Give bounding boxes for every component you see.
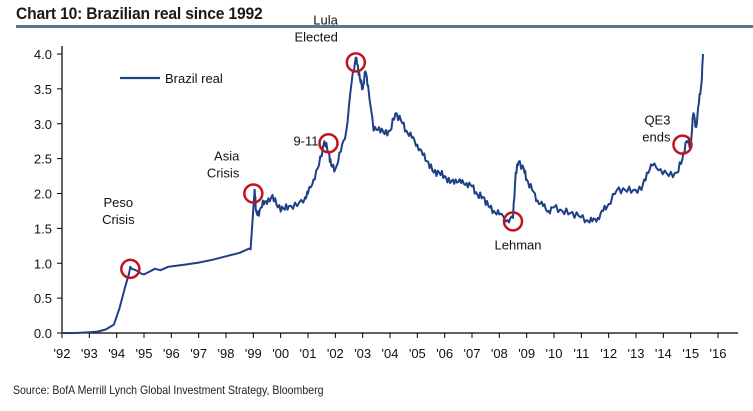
series-line-brazil-real	[62, 53, 704, 334]
y-tick-label: 0.0	[34, 326, 52, 341]
x-tick-label: '13	[628, 346, 645, 361]
x-tick-label: '11	[573, 346, 589, 361]
annotation-label: Lehman	[495, 237, 542, 252]
y-tick-label: 3.0	[34, 117, 52, 132]
x-tick-label: '94	[108, 346, 125, 361]
annotation-label: Elected	[294, 29, 337, 44]
y-tick-label: 3.5	[34, 82, 52, 97]
annotation-label: QE3	[644, 113, 670, 128]
annotation-label: Lula	[313, 12, 338, 27]
x-tick-label: '06	[436, 346, 453, 361]
y-tick-label: 1.5	[34, 221, 52, 236]
y-tick-label: 4.0	[34, 47, 52, 62]
annotation-label: Peso	[104, 195, 134, 210]
x-tick-label: '93	[81, 346, 98, 361]
x-tick-label: '05	[409, 346, 426, 361]
axes: 0.0 0.5 1.0 1.5 2.0 2.5 3.0 3.5 4.0 '92 '93 '94 '95 '…	[34, 46, 738, 361]
x-tick-label: '03	[354, 346, 371, 361]
annotation-circle	[502, 211, 524, 232]
annotation-label: ends	[642, 130, 671, 145]
x-tick-label: '08	[491, 346, 508, 361]
x-tick-label: '10	[546, 346, 563, 361]
legend: Brazil real	[120, 71, 223, 86]
source-note: Source: BofA Merrill Lynch Global Invest…	[13, 383, 324, 397]
annotations-layer: Peso Crisis Asia Crisis 9-11 Lula Elected Lehma…	[102, 12, 693, 280]
x-tick-label: '04	[382, 346, 399, 361]
x-tick-label: '14	[655, 346, 672, 361]
x-tick-label: '95	[136, 346, 153, 361]
annotation-circle	[345, 52, 367, 73]
y-tick-label: 1.0	[34, 256, 52, 271]
annotation-circle	[672, 134, 693, 155]
legend-label: Brazil real	[165, 71, 223, 86]
annotation-label: Asia	[214, 149, 240, 164]
annotation-label: Crisis	[207, 166, 240, 181]
x-tick-label: '00	[272, 346, 289, 361]
annotation-label: 9-11	[293, 133, 318, 148]
annotation-label: Crisis	[102, 212, 135, 227]
title-rule	[16, 25, 753, 28]
x-tick-label: '99	[245, 346, 262, 361]
annotation-circle	[318, 133, 339, 154]
x-tick-label: '98	[218, 346, 235, 361]
annotation-circle	[120, 258, 141, 280]
x-tick-label: '02	[327, 346, 344, 361]
y-tick-label: 2.0	[34, 187, 52, 202]
y-tick-label: 2.5	[34, 152, 52, 167]
x-tick-label: '16	[710, 346, 727, 361]
series-layer	[62, 53, 704, 334]
x-tick-label: '01	[300, 346, 317, 361]
x-tick-label: '97	[190, 346, 207, 361]
chart-title: Chart 10: Brazilian real since 1992	[16, 4, 263, 23]
annotation-circle	[243, 183, 264, 204]
x-tick-label: '09	[518, 346, 535, 361]
x-tick-label: '96	[163, 346, 180, 361]
x-tick-label: '12	[600, 346, 617, 361]
x-tick-label: '92	[54, 346, 71, 361]
y-tick-label: 0.5	[34, 291, 52, 306]
x-tick-label: '07	[464, 346, 481, 361]
x-tick-label: '15	[682, 346, 699, 361]
